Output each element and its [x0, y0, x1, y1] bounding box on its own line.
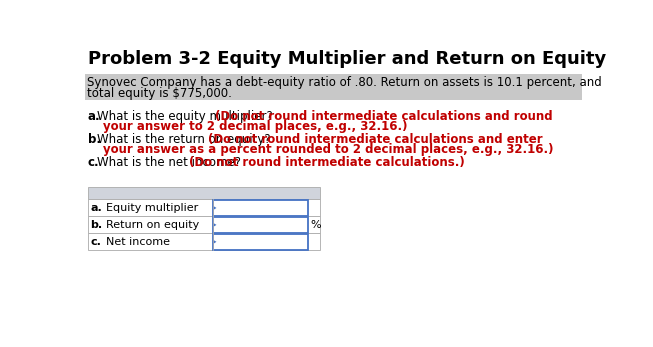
Text: What is the return on equity?: What is the return on equity? — [97, 133, 274, 146]
Text: Return on equity: Return on equity — [106, 220, 200, 230]
FancyBboxPatch shape — [88, 187, 321, 200]
Polygon shape — [214, 240, 217, 244]
Text: %: % — [310, 220, 321, 230]
Text: b.: b. — [88, 133, 101, 146]
Text: Equity multiplier: Equity multiplier — [106, 203, 199, 213]
FancyBboxPatch shape — [88, 217, 321, 234]
FancyBboxPatch shape — [214, 217, 308, 232]
FancyBboxPatch shape — [214, 200, 308, 215]
Text: your answer as a percent rounded to 2 decimal places, e.g., 32.16.): your answer as a percent rounded to 2 de… — [103, 143, 554, 156]
FancyBboxPatch shape — [88, 234, 321, 250]
Text: (Do not round intermediate calculations and round: (Do not round intermediate calculations … — [215, 110, 552, 123]
FancyBboxPatch shape — [214, 234, 308, 249]
Text: Net income: Net income — [106, 237, 170, 247]
Text: your answer to 2 decimal places, e.g., 32.16.): your answer to 2 decimal places, e.g., 3… — [103, 120, 408, 133]
Text: a.: a. — [88, 110, 101, 123]
Text: c.: c. — [88, 156, 99, 169]
Text: Problem 3-2 Equity Multiplier and Return on Equity: Problem 3-2 Equity Multiplier and Return… — [88, 50, 606, 68]
FancyBboxPatch shape — [85, 74, 582, 100]
FancyBboxPatch shape — [88, 200, 321, 217]
Text: What is the net income?: What is the net income? — [97, 156, 245, 169]
Polygon shape — [214, 223, 217, 227]
Polygon shape — [214, 206, 217, 210]
Text: a.: a. — [90, 203, 102, 213]
Text: c.: c. — [90, 237, 101, 247]
Text: b.: b. — [90, 220, 103, 230]
Text: (Do not round intermediate calculations and enter: (Do not round intermediate calculations … — [208, 133, 543, 146]
Text: (Do not round intermediate calculations.): (Do not round intermediate calculations.… — [189, 156, 464, 169]
Text: What is the equity multiplier?: What is the equity multiplier? — [97, 110, 277, 123]
Text: Synovec Company has a debt-equity ratio of .80. Return on assets is 10.1 percent: Synovec Company has a debt-equity ratio … — [87, 76, 602, 89]
Text: total equity is $775,000.: total equity is $775,000. — [87, 87, 232, 100]
